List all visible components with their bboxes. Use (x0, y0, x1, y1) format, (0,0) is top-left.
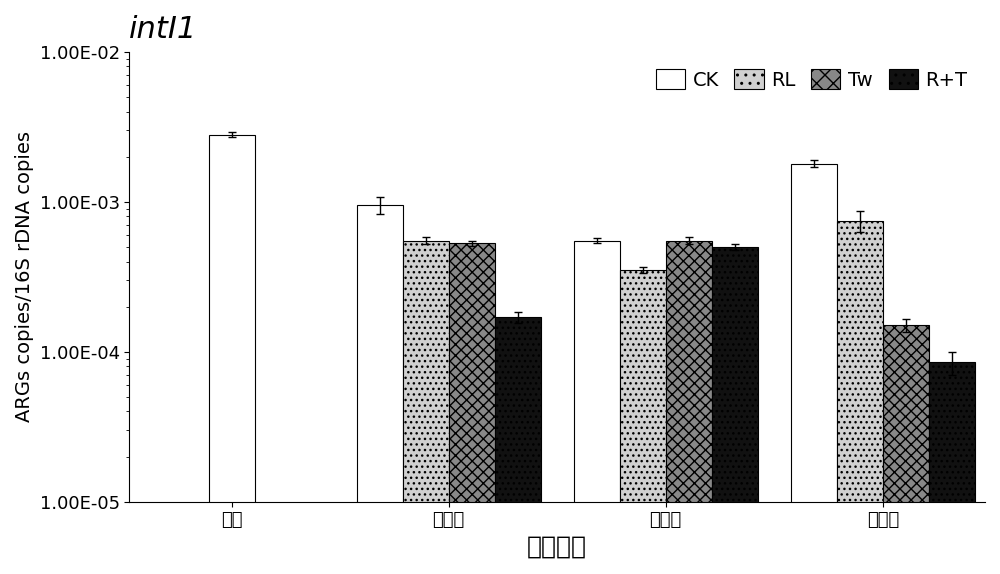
Bar (620, 270, 666, 574)
Bar (791, 164, 837, 574)
Bar (403, 241, 449, 574)
Bar (837, 220, 883, 574)
Legend: CK, RL, Tw, R+T: CK, RL, Tw, R+T (648, 61, 975, 98)
Bar (666, 241, 712, 574)
Bar (574, 241, 620, 574)
X-axis label: 堆肆时期: 堆肆时期 (527, 535, 587, 559)
Bar (449, 243, 495, 574)
Bar (883, 325, 929, 574)
Bar (929, 362, 975, 574)
Y-axis label: ARGs copies/16S rDNA copies: ARGs copies/16S rDNA copies (15, 131, 34, 422)
Bar (495, 317, 541, 574)
Text: intI1: intI1 (129, 15, 198, 44)
Bar (209, 135, 255, 574)
Bar (357, 205, 403, 574)
Bar (712, 247, 758, 574)
